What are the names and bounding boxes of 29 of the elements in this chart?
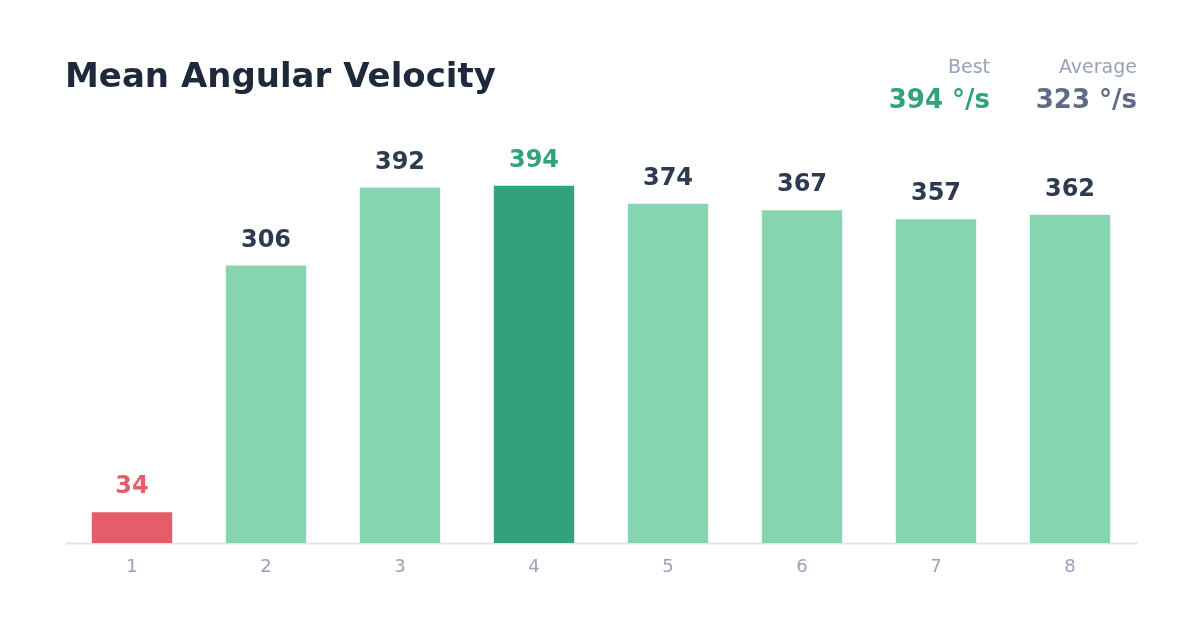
chart-title: Mean Angular Velocity — [65, 55, 496, 95]
bar — [91, 512, 173, 543]
data-label: 306 — [240, 224, 292, 253]
x-tick-label: 3 — [394, 554, 406, 576]
text: Best — [947, 55, 990, 77]
data-label: 394 — [508, 144, 560, 173]
bar — [627, 203, 709, 543]
x-tick-label: 1 — [126, 554, 138, 576]
data-label: 362 — [1044, 173, 1096, 202]
data-label: 34 — [115, 471, 149, 500]
bar — [761, 210, 843, 543]
data-label: 367 — [776, 169, 828, 198]
x-tick-label: 7 — [930, 554, 942, 576]
bar — [895, 219, 977, 543]
x-tick-label: 5 — [662, 554, 674, 576]
text: 394 °/s — [888, 84, 990, 114]
x-tick-label: 4 — [528, 554, 540, 576]
x-tick-label: 8 — [1064, 554, 1076, 576]
bar — [493, 185, 575, 543]
text: 323 °/s — [1035, 84, 1137, 114]
x-tick-label: 2 — [260, 554, 272, 576]
bar — [1029, 214, 1111, 543]
bar — [225, 265, 307, 543]
x-tick-label: 6 — [796, 554, 808, 576]
data-label: 392 — [374, 146, 426, 175]
data-label: 374 — [642, 162, 694, 191]
data-label: 357 — [910, 178, 962, 207]
text: Average — [1058, 55, 1137, 77]
bar — [359, 187, 441, 543]
